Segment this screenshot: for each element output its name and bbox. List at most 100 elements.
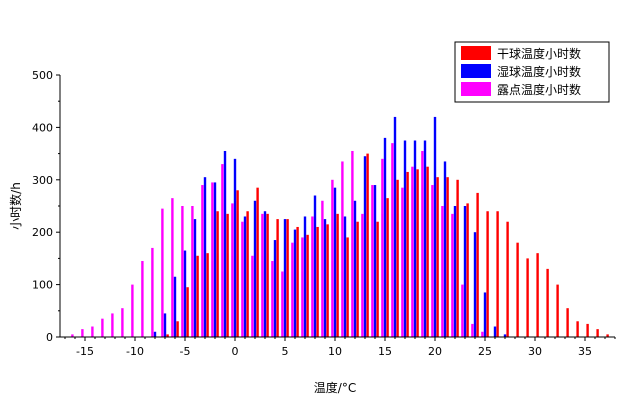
- bar: [184, 251, 186, 337]
- x-tick-label: 0: [232, 345, 239, 358]
- bar: [261, 214, 263, 337]
- bar: [286, 219, 288, 337]
- y-tick-label: 0: [46, 331, 53, 344]
- bar: [466, 203, 468, 337]
- bar: [151, 248, 153, 337]
- x-tick-label: -10: [126, 345, 144, 358]
- bar: [481, 332, 483, 337]
- bar: [411, 167, 413, 337]
- bar: [256, 188, 258, 337]
- bar: [371, 185, 373, 337]
- x-tick-label: 30: [528, 345, 542, 358]
- bar: [81, 329, 83, 337]
- bar: [496, 211, 498, 337]
- bar: [341, 161, 343, 337]
- bar: [236, 190, 238, 337]
- bar: [281, 272, 283, 338]
- bar: [101, 319, 103, 337]
- bar: [354, 201, 356, 337]
- bar: [516, 243, 518, 337]
- bar: [311, 216, 313, 337]
- bar: [391, 143, 393, 337]
- bar: [374, 185, 376, 337]
- bar: [241, 222, 243, 337]
- bar: [474, 232, 476, 337]
- bars-group: [71, 117, 609, 337]
- bar: [181, 206, 183, 337]
- bar: [556, 285, 558, 337]
- legend-label: 露点温度小时数: [497, 82, 581, 97]
- bar: [421, 151, 423, 337]
- legend-swatch: [461, 46, 491, 60]
- bar: [296, 227, 298, 337]
- bar: [326, 224, 328, 337]
- bar: [566, 308, 568, 337]
- bar: [221, 164, 223, 337]
- bar: [254, 201, 256, 337]
- y-tick-label: 200: [32, 226, 53, 239]
- bar: [366, 154, 368, 337]
- y-ticks: 0 100 200 300 400 500: [32, 69, 60, 344]
- bar: [284, 219, 286, 337]
- bar: [294, 230, 296, 337]
- bar: [121, 308, 123, 337]
- bar: [464, 206, 466, 337]
- bar: [414, 141, 416, 338]
- bar: [344, 216, 346, 337]
- x-ticks: -15 -10 -5 0 5 10 15 20 25 30 35: [65, 337, 615, 358]
- bar: [191, 206, 193, 337]
- bar: [351, 151, 353, 337]
- bar: [456, 180, 458, 337]
- x-tick-label: 10: [328, 345, 342, 358]
- bar: [301, 237, 303, 337]
- bar: [246, 211, 248, 337]
- x-tick-label: 5: [282, 345, 289, 358]
- bar: [401, 188, 403, 337]
- bar: [291, 243, 293, 337]
- bar: [244, 216, 246, 337]
- bar: [304, 216, 306, 337]
- bar: [416, 169, 418, 337]
- bar: [364, 156, 366, 337]
- bar: [451, 214, 453, 337]
- bar: [201, 185, 203, 337]
- bar: [251, 256, 253, 337]
- bar: [264, 211, 266, 337]
- bar: [381, 159, 383, 337]
- bar: [454, 206, 456, 337]
- bar: [406, 172, 408, 337]
- bar: [536, 253, 538, 337]
- bar: [494, 327, 496, 337]
- legend-swatch: [461, 64, 491, 78]
- bar: [211, 182, 213, 337]
- bar: [546, 269, 548, 337]
- bar: [174, 277, 176, 337]
- x-tick-label: -5: [180, 345, 191, 358]
- bar: [471, 324, 473, 337]
- bar: [266, 214, 268, 337]
- bar: [214, 182, 216, 337]
- bar: [484, 292, 486, 337]
- bar: [274, 240, 276, 337]
- y-tick-label: 100: [32, 279, 53, 292]
- bar: [356, 222, 358, 337]
- bar: [446, 177, 448, 337]
- bar: [171, 198, 173, 337]
- bar: [186, 287, 188, 337]
- bar: [216, 211, 218, 337]
- bar: [596, 329, 598, 337]
- bar: [346, 237, 348, 337]
- bar: [154, 332, 156, 337]
- bar: [224, 151, 226, 337]
- x-tick-label: 15: [378, 345, 392, 358]
- bar: [361, 214, 363, 337]
- bar: [526, 258, 528, 337]
- y-tick-label: 300: [32, 174, 53, 187]
- legend-label: 湿球温度小时数: [497, 64, 581, 79]
- y-tick-label: 500: [32, 69, 53, 82]
- bar: [384, 138, 386, 337]
- bar: [444, 161, 446, 337]
- bar: [506, 222, 508, 337]
